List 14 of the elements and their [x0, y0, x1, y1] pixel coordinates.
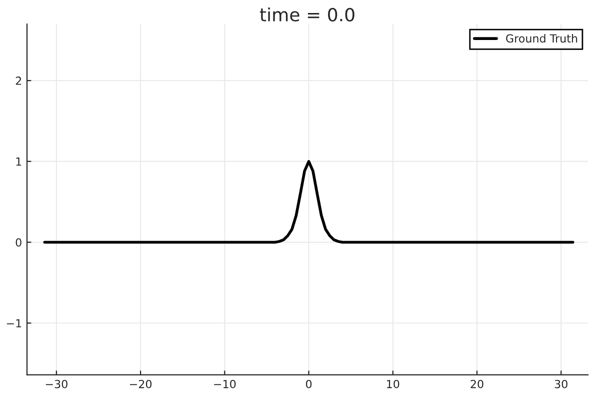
line-series: [43, 160, 574, 244]
x-tick-label: 20: [470, 380, 484, 388]
legend-label: Ground Truth: [506, 34, 578, 43]
y-tick-label: 1: [16, 158, 22, 166]
x-tick-label: −20: [130, 380, 152, 388]
chart-title: time = 0.0: [260, 8, 354, 22]
y-tick-label: 2: [16, 76, 22, 85]
x-tick-label: 30: [554, 380, 568, 388]
x-tick-label: −30: [46, 380, 68, 388]
x-tick-label: −10: [214, 380, 236, 388]
x-tick-label: 10: [387, 380, 400, 388]
x-tick-label: 0: [306, 380, 312, 388]
y-tick-label: 0: [16, 238, 22, 247]
y-tick-label: −1: [6, 319, 22, 328]
